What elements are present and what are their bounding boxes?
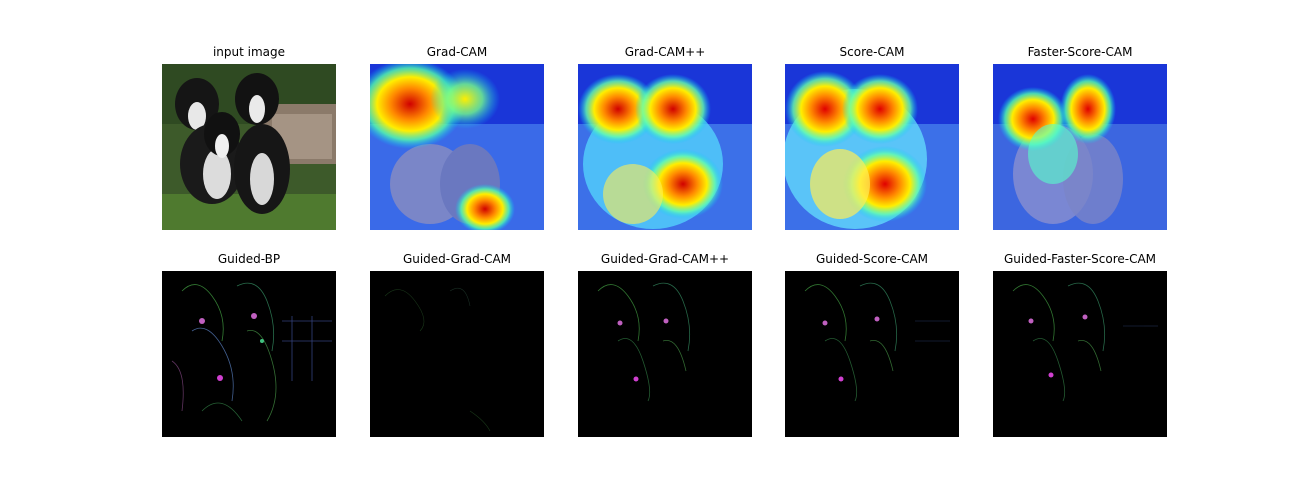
score-cam-heatmap <box>785 64 959 230</box>
panel-title: Guided-Grad-CAM <box>402 252 512 266</box>
panel-title: input image <box>212 45 286 59</box>
guided-faster-score-cam-map <box>993 271 1167 437</box>
panel-title: Guided-BP <box>217 252 281 266</box>
panel-title: Grad-CAM++ <box>624 45 706 59</box>
panel-title: Grad-CAM <box>426 45 488 59</box>
panel-title: Faster-Score-CAM <box>1027 45 1133 59</box>
faster-score-cam-heatmap <box>993 64 1167 230</box>
guided-bp-map <box>162 271 336 437</box>
guided-grad-cam-map <box>370 271 544 437</box>
grad-cam-heatmap <box>370 64 544 230</box>
guided-score-cam-map <box>785 271 959 437</box>
panel-title: Guided-Grad-CAM++ <box>600 252 730 266</box>
grad-cam-plus-plus-heatmap <box>578 64 752 230</box>
panel-title: Score-CAM <box>839 45 905 59</box>
panel-title: Guided-Faster-Score-CAM <box>1003 252 1157 266</box>
guided-grad-cam-plus-plus-map <box>578 271 752 437</box>
panel-title: Guided-Score-CAM <box>815 252 929 266</box>
input-image <box>162 64 336 230</box>
